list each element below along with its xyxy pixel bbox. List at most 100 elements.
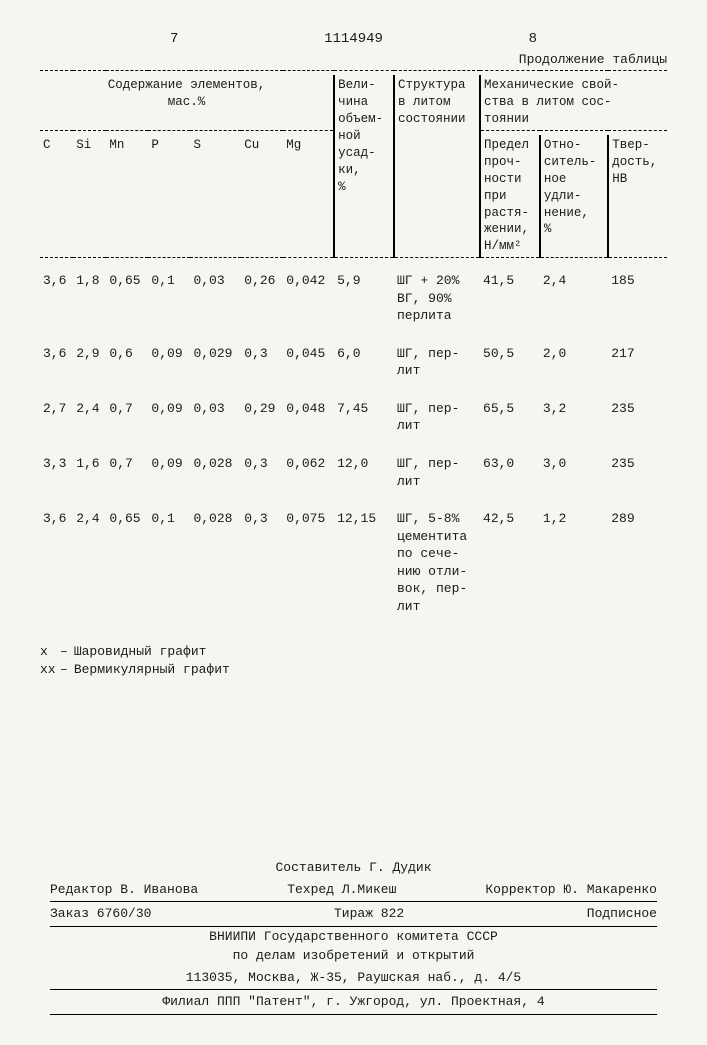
table-row: 3,61,80,650,10,030,260,0425,9ШГ + 20% ВГ… <box>40 262 667 335</box>
col-cu: Cu <box>241 135 283 258</box>
cell: 42,5 <box>480 500 540 625</box>
table-row: 3,31,60,70,090,0280,30,06212,0ШГ, пер- л… <box>40 445 667 500</box>
table-row: 2,72,40,70,090,030,290,0487,45ШГ, пер- л… <box>40 390 667 445</box>
cell: ШГ, пер- лит <box>394 445 480 500</box>
cell: 0,045 <box>283 335 334 390</box>
note1-text: Шаровидный графит <box>74 643 207 661</box>
cell: 2,7 <box>40 390 73 445</box>
cell: 0,3 <box>241 335 283 390</box>
cell: 0,26 <box>241 262 283 335</box>
table-row: 3,62,90,60,090,0290,30,0456,0ШГ, пер- ли… <box>40 335 667 390</box>
cell: 2,4 <box>73 500 106 625</box>
note2-sym: хх <box>40 661 60 679</box>
cell: 0,03 <box>190 390 241 445</box>
note1-sym: х <box>40 643 60 661</box>
cell: 0,048 <box>283 390 334 445</box>
cell: 3,2 <box>540 390 608 445</box>
doc-number: 1114949 <box>324 30 383 49</box>
cell: 3,3 <box>40 445 73 500</box>
cell: 217 <box>608 335 667 390</box>
hdr-struct: Структура в литом состоянии <box>394 75 480 257</box>
col-red: Редактор В. Иванова <box>50 880 198 900</box>
cell: 65,5 <box>480 390 540 445</box>
cell: 0,65 <box>106 500 148 625</box>
col-c: C <box>40 135 73 258</box>
cell: 2,4 <box>73 390 106 445</box>
cell: 3,0 <box>540 445 608 500</box>
col-l1: ВНИИПИ Государственного комитета СССР <box>40 927 667 947</box>
cell: 0,09 <box>148 445 190 500</box>
cell: 12,15 <box>334 500 394 625</box>
hdr-mech: Механические свой- ства в литом сос- тоя… <box>480 75 667 130</box>
col-pp: Предел проч- ности при растя- жении, Н/м… <box>480 135 540 258</box>
col-tirazh: Тираж 822 <box>334 904 404 924</box>
cell: 3,6 <box>40 500 73 625</box>
cell: 235 <box>608 445 667 500</box>
cell: 0,028 <box>190 500 241 625</box>
cell: 0,09 <box>148 335 190 390</box>
continuation-label: Продолжение таблицы <box>40 51 667 69</box>
col-s: S <box>190 135 241 258</box>
cell: 0,7 <box>106 445 148 500</box>
col-hb: Твер- дость, HB <box>608 135 667 258</box>
cell: 0,029 <box>190 335 241 390</box>
cell: 5,9 <box>334 262 394 335</box>
cell: 0,09 <box>148 390 190 445</box>
col-mn: Mn <box>106 135 148 258</box>
cell: 0,062 <box>283 445 334 500</box>
cell: 63,0 <box>480 445 540 500</box>
cell: 0,65 <box>106 262 148 335</box>
cell: 2,4 <box>540 262 608 335</box>
page-right: 8 <box>529 30 537 49</box>
page-left: 7 <box>170 30 178 49</box>
col-tech: Техред Л.Микеш <box>287 880 396 900</box>
cell: 41,5 <box>480 262 540 335</box>
cell: ШГ, пер- лит <box>394 335 480 390</box>
cell: 0,028 <box>190 445 241 500</box>
cell: ШГ, пер- лит <box>394 390 480 445</box>
col-si: Si <box>73 135 106 258</box>
cell: 0,6 <box>106 335 148 390</box>
col-ud: Отно- ситель- ное удли- нение, % <box>540 135 608 258</box>
cell: 6,0 <box>334 335 394 390</box>
cell: 0,3 <box>241 500 283 625</box>
data-table: Содержание элементов, мас.% Вели- чина о… <box>40 70 667 625</box>
cell: ШГ, 5-8% цементита по сече- нию отли- во… <box>394 500 480 625</box>
cell: 0,1 <box>148 262 190 335</box>
page-numbers: 7 1114949 8 <box>40 30 667 49</box>
col-l3: 113035, Москва, Ж-35, Раушская наб., д. … <box>50 966 657 991</box>
col-zakaz: Заказ 6760/30 <box>50 904 151 924</box>
cell: 2,0 <box>540 335 608 390</box>
col-mg: Mg <box>283 135 334 258</box>
cell: 1,2 <box>540 500 608 625</box>
col-fil: Филиал ППП "Патент", г. Ужгород, ул. Про… <box>50 990 657 1015</box>
cell: 0,03 <box>190 262 241 335</box>
cell: 3,6 <box>40 335 73 390</box>
cell: 1,8 <box>73 262 106 335</box>
note2-text: Вермикулярный графит <box>74 661 230 679</box>
cell: 7,45 <box>334 390 394 445</box>
col-p: P <box>148 135 190 258</box>
cell: 0,1 <box>148 500 190 625</box>
cell: 1,6 <box>73 445 106 500</box>
cell: 0,29 <box>241 390 283 445</box>
col-sost: Составитель Г. Дудик <box>40 858 667 878</box>
cell: 235 <box>608 390 667 445</box>
colophon: Составитель Г. Дудик Редактор В. Иванова… <box>40 858 667 1015</box>
cell: 12,0 <box>334 445 394 500</box>
cell: 2,9 <box>73 335 106 390</box>
cell: 289 <box>608 500 667 625</box>
footnotes: х – Шаровидный графит хх – Вермикулярный… <box>40 643 667 678</box>
cell: 0,3 <box>241 445 283 500</box>
cell: 0,7 <box>106 390 148 445</box>
col-corr: Корректор Ю. Макаренко <box>485 880 657 900</box>
hdr-shrink: Вели- чина объем- ной усад- ки, % <box>334 75 394 257</box>
cell: 3,6 <box>40 262 73 335</box>
table-row: 3,62,40,650,10,0280,30,07512,15ШГ, 5-8% … <box>40 500 667 625</box>
cell: 185 <box>608 262 667 335</box>
cell: 50,5 <box>480 335 540 390</box>
hdr-composition: Содержание элементов, мас.% <box>40 75 334 130</box>
cell: 0,042 <box>283 262 334 335</box>
cell: ШГ + 20% ВГ, 90% перлита <box>394 262 480 335</box>
col-podp: Подписное <box>587 904 657 924</box>
